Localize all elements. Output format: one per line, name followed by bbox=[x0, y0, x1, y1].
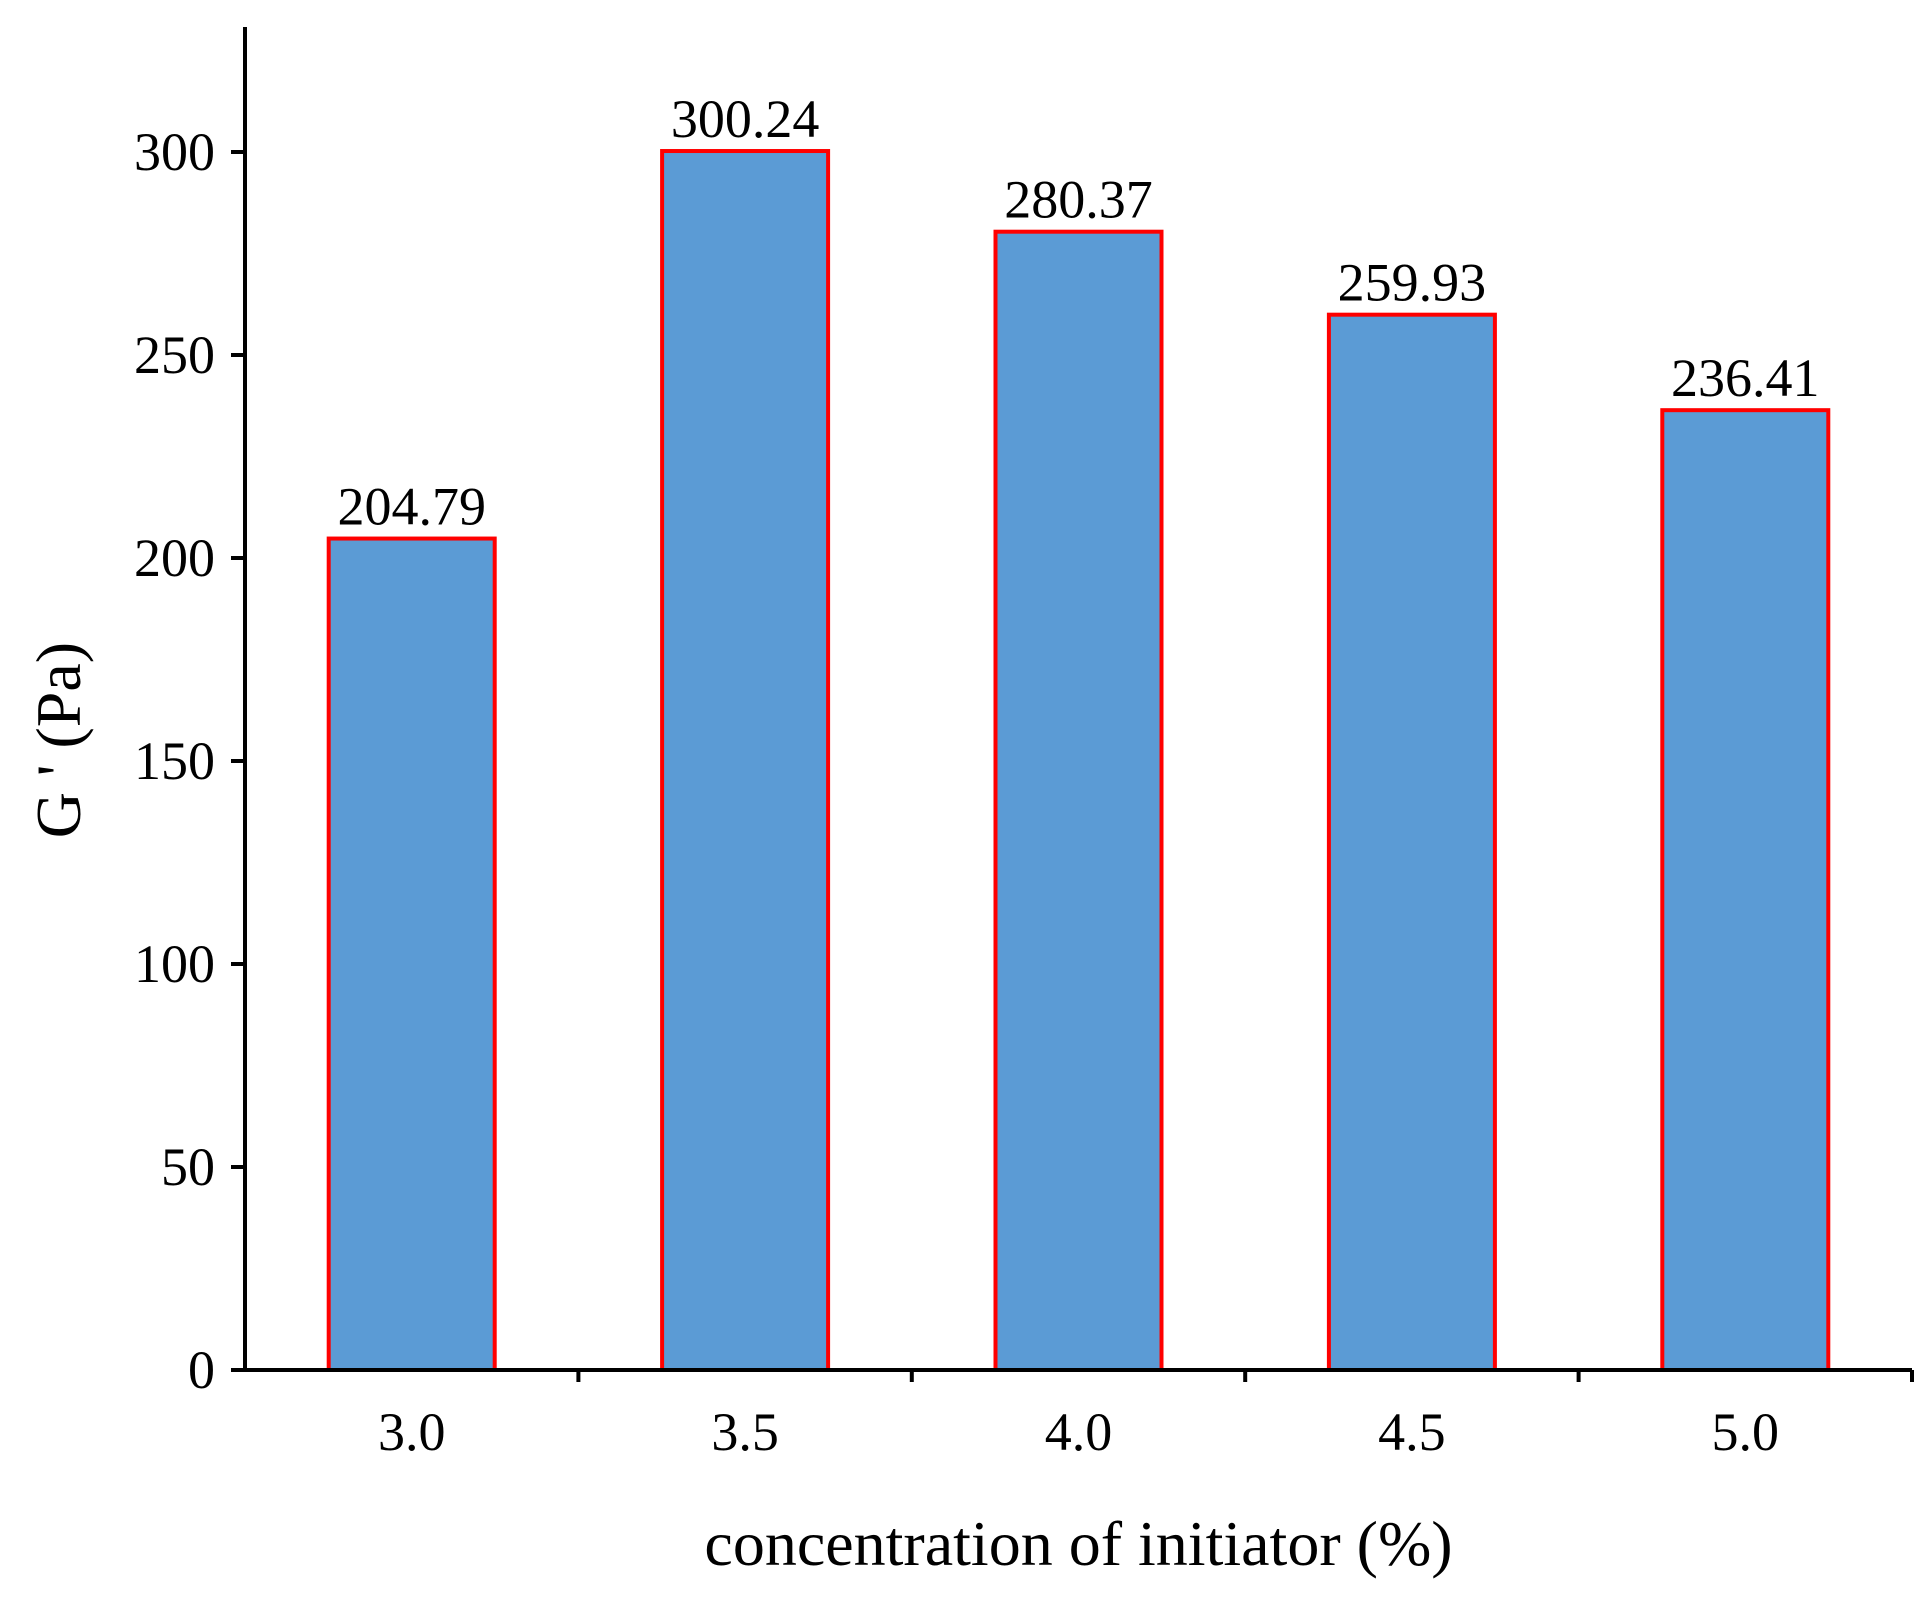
y-tick-label-300: 300 bbox=[134, 122, 215, 182]
value-label-3.0: 204.79 bbox=[337, 477, 486, 537]
y-tick-label-0: 0 bbox=[188, 1340, 215, 1400]
x-tick-label-5.0: 5.0 bbox=[1712, 1402, 1780, 1462]
bar-3.0 bbox=[326, 536, 497, 1372]
x-tick-label-3.0: 3.0 bbox=[378, 1402, 446, 1462]
bar-4.0 bbox=[993, 229, 1164, 1373]
x-axis-title: concentration of initiator (%) bbox=[704, 1508, 1452, 1579]
y-ticks: 0 50 100 150 200 250 300 bbox=[134, 122, 245, 1400]
bar-4.5 bbox=[1326, 312, 1497, 1372]
x-tick-label-4.0: 4.0 bbox=[1045, 1402, 1113, 1462]
x-tick-label-4.5: 4.5 bbox=[1378, 1402, 1446, 1462]
value-label-4.0: 280.37 bbox=[1004, 170, 1153, 230]
y-axis-title: G ' (Pa) bbox=[23, 642, 94, 838]
y-tick-label-150: 150 bbox=[134, 731, 215, 791]
bar-3.5 bbox=[660, 149, 831, 1372]
y-tick-label-250: 250 bbox=[134, 325, 215, 385]
axes-layer bbox=[243, 27, 1912, 1372]
value-label-3.5: 300.24 bbox=[671, 89, 820, 149]
x-tick-label-3.5: 3.5 bbox=[711, 1402, 779, 1462]
bar-5.0 bbox=[1660, 408, 1831, 1372]
y-tick-label-200: 200 bbox=[134, 528, 215, 588]
bars-layer bbox=[326, 149, 1831, 1373]
value-label-4.5: 259.93 bbox=[1338, 253, 1487, 313]
y-tick-label-50: 50 bbox=[161, 1137, 215, 1197]
value-label-5.0: 236.41 bbox=[1671, 348, 1820, 408]
y-tick-label-100: 100 bbox=[134, 934, 215, 994]
x-ticks: 3.0 3.5 4.0 4.5 5.0 bbox=[378, 1370, 1914, 1462]
value-labels: 204.79 300.24 280.37 259.93 236.41 bbox=[337, 89, 1819, 537]
